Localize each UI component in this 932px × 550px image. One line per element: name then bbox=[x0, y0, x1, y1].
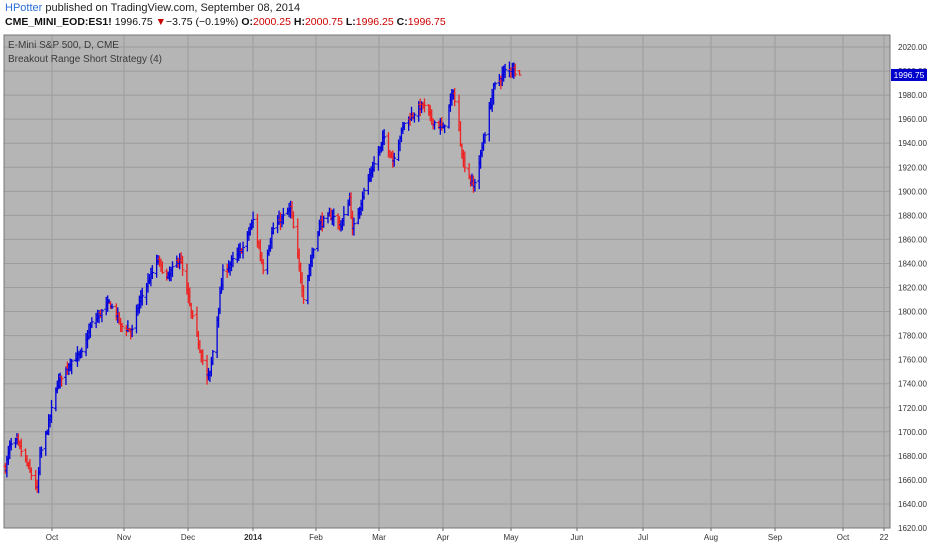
y-tick-label: 1800.00 bbox=[898, 308, 927, 317]
last-price: 1996.75 bbox=[114, 16, 153, 28]
y-tick-label: 1860.00 bbox=[898, 235, 927, 244]
x-tick-label: Oct bbox=[46, 533, 59, 542]
open-value: 2000.25 bbox=[252, 16, 291, 28]
y-tick-label: 1660.00 bbox=[898, 476, 927, 485]
close-value: 1996.75 bbox=[407, 16, 446, 28]
y-tick-label: 1880.00 bbox=[898, 211, 927, 220]
x-tick-label: Aug bbox=[704, 533, 718, 542]
x-tick-label: Feb bbox=[309, 533, 323, 542]
down-arrow-icon: ▼ bbox=[155, 16, 166, 28]
x-tick-label: Jul bbox=[638, 533, 648, 542]
y-tick-label: 1740.00 bbox=[898, 380, 927, 389]
author-link[interactable]: HPotter bbox=[5, 2, 43, 14]
low-label: L: bbox=[345, 16, 356, 28]
y-tick-label: 1780.00 bbox=[898, 332, 927, 341]
plot-border bbox=[3, 34, 891, 529]
y-tick-label: 1900.00 bbox=[898, 187, 927, 196]
y-tick-label: 1940.00 bbox=[898, 139, 927, 148]
y-tick-label: 1840.00 bbox=[898, 259, 927, 268]
x-tick-label: Oct bbox=[837, 533, 850, 542]
plot-area bbox=[4, 35, 890, 528]
x-tick-label: Sep bbox=[768, 533, 783, 542]
x-tick-label: Jun bbox=[571, 533, 584, 542]
y-tick-label: 1620.00 bbox=[898, 524, 927, 533]
symbol-label[interactable]: CME_MINI_EOD:ES1! bbox=[5, 16, 112, 28]
y-tick-label: 1640.00 bbox=[898, 500, 927, 509]
y-tick-label: 1700.00 bbox=[898, 428, 927, 437]
x-tick-label: Mar bbox=[372, 533, 386, 542]
publish-line: HPotter published on TradingView.com, Se… bbox=[5, 2, 300, 14]
y-tick-label: 1720.00 bbox=[898, 404, 927, 413]
high-label: H: bbox=[293, 16, 305, 28]
chart-title: E-Mini S&P 500, D, CME bbox=[8, 40, 119, 51]
x-tick-label: 22 bbox=[880, 533, 889, 542]
published-text: published on TradingView.com, September … bbox=[42, 2, 301, 14]
y-tick-label: 2020.00 bbox=[898, 43, 927, 52]
y-tick-label: 1960.00 bbox=[898, 115, 927, 124]
close-label: C: bbox=[396, 16, 408, 28]
x-tick-label: May bbox=[503, 533, 518, 542]
last-price-tag bbox=[891, 68, 927, 81]
open-label: O: bbox=[241, 16, 253, 28]
last-price-label: 1996.75 bbox=[894, 70, 925, 80]
y-tick-label: 1680.00 bbox=[898, 452, 927, 461]
strategy-label: Breakout Range Short Strategy (4) bbox=[8, 54, 162, 65]
high-value: 2000.75 bbox=[304, 16, 343, 28]
x-tick-label: 2014 bbox=[244, 533, 262, 542]
x-tick-label: Nov bbox=[117, 533, 131, 542]
y-tick-label: 1760.00 bbox=[898, 356, 927, 365]
price-change: −3.75 (−0.19%) bbox=[166, 16, 239, 28]
x-tick-label: Apr bbox=[437, 533, 450, 542]
low-value: 1996.25 bbox=[355, 16, 394, 28]
y-tick-label: 1820.00 bbox=[898, 284, 927, 293]
x-tick-label: Dec bbox=[181, 533, 195, 542]
y-tick-label: 1920.00 bbox=[898, 163, 927, 172]
quote-line: CME_MINI_EOD:ES1! 1996.75 ▼−3.75 (−0.19%… bbox=[5, 16, 446, 28]
chart-header: HPotter published on TradingView.com, Se… bbox=[4, 0, 928, 34]
y-tick-label: 1980.00 bbox=[898, 91, 927, 100]
